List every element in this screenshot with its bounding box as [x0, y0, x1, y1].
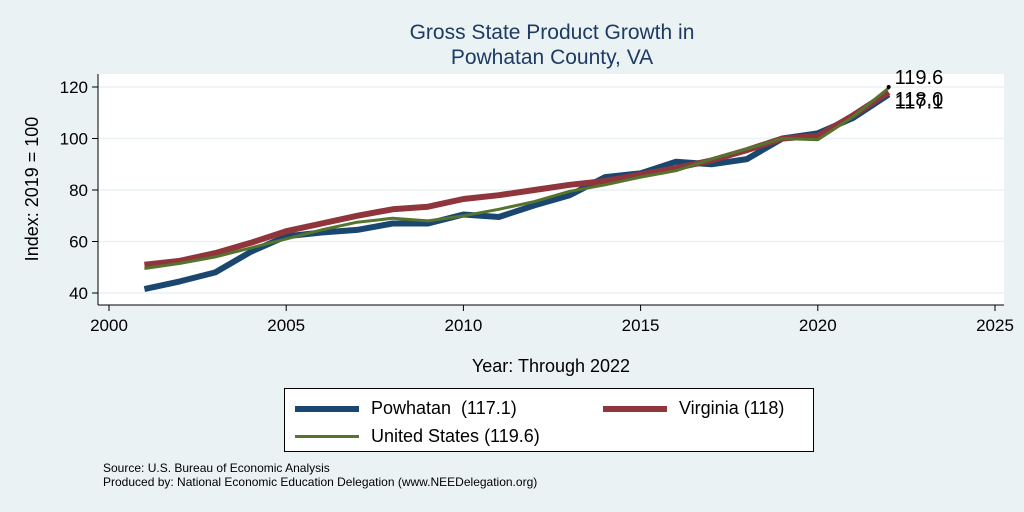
y-tick-label: 40 [69, 284, 88, 303]
y-tick-label: 80 [69, 181, 88, 200]
endpoint-marker [886, 85, 891, 90]
x-tick-label: 2025 [976, 316, 1014, 335]
annotation-label: 119.6 [895, 67, 944, 89]
legend-label-powhatan: Powhatan (117.1) [371, 398, 517, 418]
x-tick-label: 2010 [444, 316, 482, 335]
legend-swatch-virginia [603, 405, 667, 412]
annotation-label: 118.0 [895, 89, 944, 111]
source-note: Source: U.S. Bureau of Economic Analysis… [103, 461, 537, 489]
legend-label-united-states: United States (119.6) [371, 426, 540, 446]
legend: Powhatan (117.1) Virginia (118) United S… [284, 388, 814, 452]
y-tick-label: 100 [60, 130, 88, 149]
chart-title: Gross State Product Growth in Powhatan C… [409, 21, 695, 69]
x-tick-label: 2015 [622, 316, 660, 335]
series-lines [143, 86, 891, 293]
legend-label-virginia: Virginia (118) [679, 398, 785, 418]
legend-item-virginia: Virginia (118) [603, 398, 784, 419]
series-line-2 [144, 86, 890, 270]
x-tick-label: 2020 [799, 316, 837, 335]
legend-swatch-united-states [295, 435, 359, 438]
y-axis-label: Index: 2019 = 100 [22, 117, 42, 262]
legend-item-united-states: United States (119.6) [295, 426, 540, 447]
source-line: Source: U.S. Bureau of Economic Analysis [103, 461, 330, 475]
x-axis-label: Year: Through 2022 [472, 356, 630, 376]
annotation-label: 117.1 [895, 91, 944, 113]
y-tick-label: 60 [69, 233, 88, 252]
producer-line: Produced by: National Economic Education… [103, 475, 538, 489]
legend-swatch-powhatan [295, 405, 359, 412]
x-tick-label: 2005 [267, 316, 305, 335]
y-tick-label: 120 [60, 78, 88, 97]
x-tick-label: 2000 [90, 316, 128, 335]
legend-item-powhatan: Powhatan (117.1) [295, 398, 517, 419]
axes: 40 60 80 100 120 2000 2005 2010 2015 2020 2025 [60, 74, 1014, 335]
